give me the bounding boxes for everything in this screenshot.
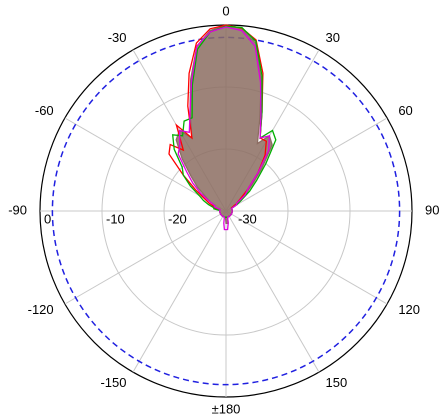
- grid-spoke: [225, 117, 388, 212]
- angle-label: 120: [398, 302, 420, 317]
- angle-label: 90: [425, 202, 439, 217]
- angle-label: -60: [35, 103, 54, 118]
- angle-label: -120: [28, 302, 54, 317]
- r-tick-label: -10: [106, 211, 125, 226]
- reference-circle: [51, 36, 401, 386]
- angle-label: 60: [398, 103, 412, 118]
- pattern-line: [177, 26, 271, 231]
- r-tick-label: 0: [44, 211, 51, 226]
- angle-label: 150: [326, 375, 348, 390]
- grid-spoke: [225, 210, 388, 305]
- grid-spoke: [132, 210, 227, 373]
- r-tick-label: -30: [238, 211, 257, 226]
- angle-label: -150: [100, 375, 126, 390]
- angle-label: 0: [222, 3, 229, 18]
- angle-label: 30: [326, 30, 340, 45]
- grid-spoke: [64, 210, 227, 305]
- angle-label: -30: [108, 30, 127, 45]
- angle-label: -90: [8, 202, 27, 217]
- grid-spoke: [225, 210, 320, 373]
- r-tick-label: -20: [168, 211, 187, 226]
- angle-label: ±180: [212, 401, 241, 416]
